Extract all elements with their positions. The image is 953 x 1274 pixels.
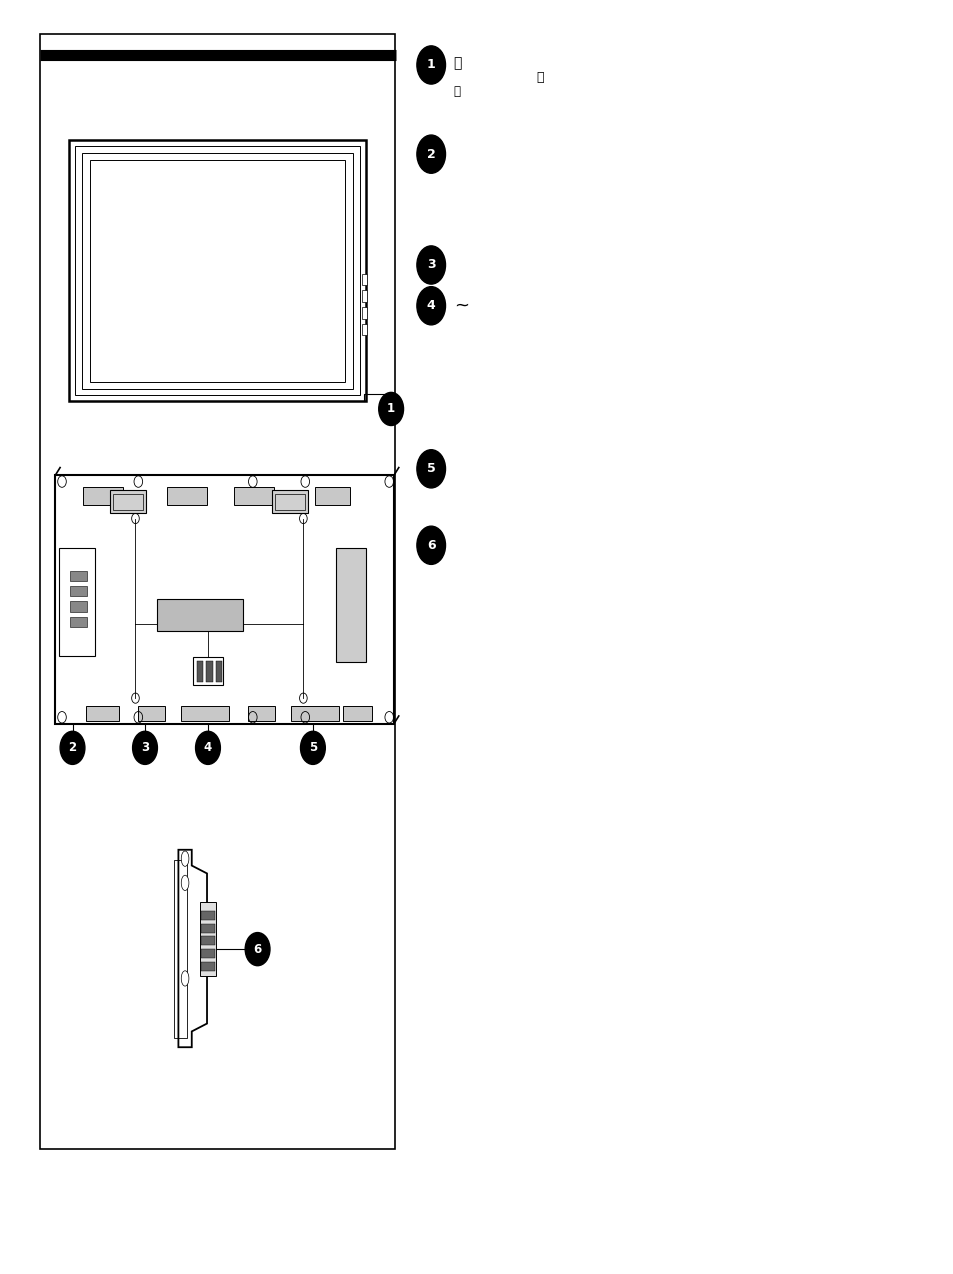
Bar: [173, 860, 187, 1038]
Bar: [233, 487, 274, 505]
Bar: [200, 902, 215, 976]
Bar: [248, 706, 274, 721]
Ellipse shape: [181, 971, 189, 986]
Text: 1: 1: [387, 403, 395, 415]
Bar: [291, 706, 338, 721]
Bar: [196, 661, 203, 682]
Bar: [314, 487, 350, 505]
Bar: [343, 706, 372, 721]
Bar: [335, 548, 366, 662]
Circle shape: [245, 933, 270, 966]
Text: ⏻: ⏻: [536, 71, 543, 84]
Bar: [361, 324, 367, 335]
Bar: [70, 586, 87, 596]
Circle shape: [416, 526, 445, 564]
Text: 2: 2: [69, 741, 76, 754]
Bar: [70, 617, 87, 627]
Bar: [201, 949, 214, 958]
Bar: [201, 911, 214, 920]
Text: ~: ~: [454, 297, 469, 315]
Bar: [181, 706, 229, 721]
Bar: [83, 487, 123, 505]
Bar: [40, 34, 395, 1149]
Polygon shape: [178, 850, 207, 1047]
Bar: [55, 475, 394, 724]
Bar: [201, 962, 214, 971]
Text: 5: 5: [426, 462, 436, 475]
Bar: [86, 706, 119, 721]
Bar: [82, 153, 353, 389]
Bar: [193, 657, 223, 685]
Bar: [157, 599, 243, 631]
Text: ⏻: ⏻: [453, 85, 459, 98]
Text: 6: 6: [253, 943, 261, 956]
Text: 6: 6: [426, 539, 436, 552]
Ellipse shape: [181, 851, 189, 866]
Circle shape: [416, 135, 445, 173]
Text: ⏻: ⏻: [453, 57, 461, 70]
Bar: [59, 548, 95, 656]
Bar: [361, 290, 367, 302]
Bar: [138, 706, 165, 721]
Text: 1: 1: [426, 59, 436, 71]
Bar: [274, 494, 305, 510]
Bar: [361, 307, 367, 318]
Circle shape: [300, 731, 325, 764]
Circle shape: [132, 731, 157, 764]
Bar: [69, 140, 366, 401]
Circle shape: [195, 731, 220, 764]
Text: 5: 5: [309, 741, 316, 754]
Circle shape: [416, 46, 445, 84]
Bar: [215, 661, 222, 682]
Bar: [70, 601, 87, 612]
Text: 2: 2: [426, 148, 436, 161]
Bar: [70, 571, 87, 581]
Bar: [201, 936, 214, 945]
Bar: [112, 494, 143, 510]
Text: 3: 3: [426, 259, 436, 271]
Bar: [201, 924, 214, 933]
Circle shape: [378, 392, 403, 426]
Ellipse shape: [181, 875, 189, 891]
Text: 4: 4: [204, 741, 212, 754]
Bar: [272, 490, 308, 513]
Bar: [75, 147, 359, 395]
Circle shape: [416, 287, 445, 325]
Text: 4: 4: [426, 299, 436, 312]
Bar: [167, 487, 207, 505]
Bar: [206, 661, 213, 682]
Bar: [361, 274, 367, 285]
Text: 3: 3: [141, 741, 149, 754]
Bar: [90, 159, 345, 382]
Circle shape: [416, 246, 445, 284]
Circle shape: [416, 450, 445, 488]
Circle shape: [60, 731, 85, 764]
Bar: [110, 490, 146, 513]
